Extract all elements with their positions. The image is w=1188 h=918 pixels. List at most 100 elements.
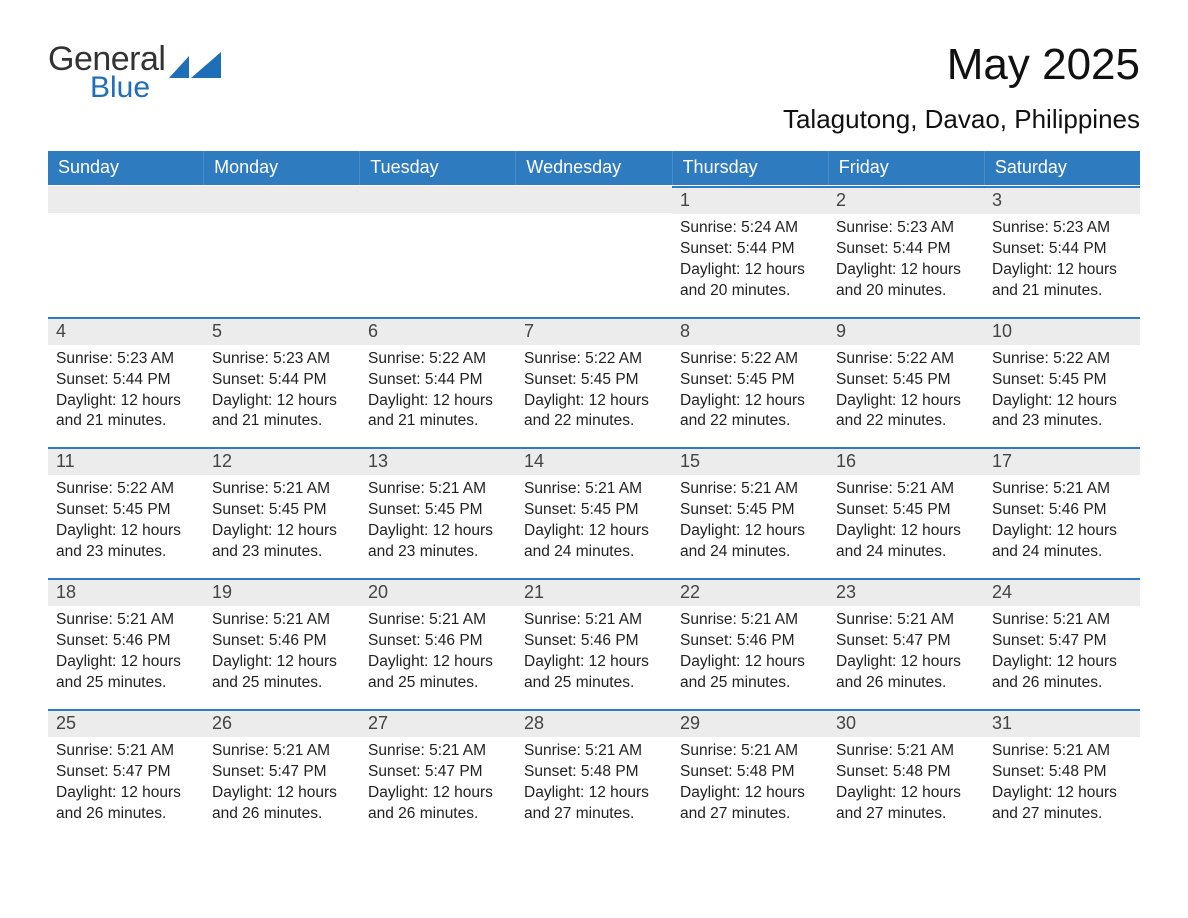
- sunset-line: Sunset: 5:45 PM: [992, 370, 1132, 391]
- header: General Blue May 2025 Talagutong, Davao,…: [48, 40, 1140, 135]
- weekday-header: Wednesday: [516, 151, 672, 185]
- day-cell: 29Sunrise: 5:21 AMSunset: 5:48 PMDayligh…: [672, 709, 828, 839]
- weekday-header: Tuesday: [360, 151, 516, 185]
- sunrise-line: Sunrise: 5:22 AM: [368, 349, 508, 370]
- sunrise-line: Sunrise: 5:21 AM: [368, 610, 508, 631]
- sunrise-line: Sunrise: 5:21 AM: [56, 610, 196, 631]
- day-cell: 20Sunrise: 5:21 AMSunset: 5:46 PMDayligh…: [360, 578, 516, 708]
- day-body: Sunrise: 5:21 AMSunset: 5:46 PMDaylight:…: [672, 606, 828, 708]
- day-body: Sunrise: 5:21 AMSunset: 5:45 PMDaylight:…: [516, 475, 672, 577]
- sunset-line: Sunset: 5:46 PM: [212, 631, 352, 652]
- sunrise-line: Sunrise: 5:21 AM: [836, 610, 976, 631]
- sunset-line: Sunset: 5:45 PM: [368, 500, 508, 521]
- daylight-line: Daylight: 12 hours and 25 minutes.: [680, 652, 820, 694]
- day-body: Sunrise: 5:22 AMSunset: 5:45 PMDaylight:…: [828, 345, 984, 447]
- daylight-line: Daylight: 12 hours and 24 minutes.: [524, 521, 664, 563]
- sunset-line: Sunset: 5:45 PM: [524, 500, 664, 521]
- sunrise-line: Sunrise: 5:21 AM: [368, 741, 508, 762]
- date-number: 5: [204, 317, 360, 345]
- date-number: 8: [672, 317, 828, 345]
- sunrise-line: Sunrise: 5:21 AM: [212, 741, 352, 762]
- daylight-line: Daylight: 12 hours and 26 minutes.: [212, 783, 352, 825]
- date-bar-blank: [204, 186, 360, 213]
- date-number: 23: [828, 578, 984, 606]
- day-cell: 6Sunrise: 5:22 AMSunset: 5:44 PMDaylight…: [360, 317, 516, 447]
- logo-mark-icon: [169, 52, 221, 78]
- sunrise-line: Sunrise: 5:21 AM: [56, 741, 196, 762]
- daylight-line: Daylight: 12 hours and 24 minutes.: [836, 521, 976, 563]
- sunrise-line: Sunrise: 5:24 AM: [680, 218, 820, 239]
- day-cell: 23Sunrise: 5:21 AMSunset: 5:47 PMDayligh…: [828, 578, 984, 708]
- day-body: Sunrise: 5:22 AMSunset: 5:44 PMDaylight:…: [360, 345, 516, 447]
- day-cell: [516, 186, 672, 316]
- daylight-line: Daylight: 12 hours and 21 minutes.: [368, 391, 508, 433]
- date-number: 22: [672, 578, 828, 606]
- day-body: Sunrise: 5:21 AMSunset: 5:47 PMDaylight:…: [360, 737, 516, 839]
- day-cell: 2Sunrise: 5:23 AMSunset: 5:44 PMDaylight…: [828, 186, 984, 316]
- week-row: 25Sunrise: 5:21 AMSunset: 5:47 PMDayligh…: [48, 708, 1140, 839]
- daylight-line: Daylight: 12 hours and 27 minutes.: [836, 783, 976, 825]
- date-number: 30: [828, 709, 984, 737]
- date-number: 4: [48, 317, 204, 345]
- day-body: Sunrise: 5:21 AMSunset: 5:48 PMDaylight:…: [516, 737, 672, 839]
- day-cell: 5Sunrise: 5:23 AMSunset: 5:44 PMDaylight…: [204, 317, 360, 447]
- logo-text-block: General Blue: [48, 40, 165, 105]
- week-row: 1Sunrise: 5:24 AMSunset: 5:44 PMDaylight…: [48, 185, 1140, 316]
- day-body: Sunrise: 5:21 AMSunset: 5:46 PMDaylight:…: [516, 606, 672, 708]
- day-cell: 1Sunrise: 5:24 AMSunset: 5:44 PMDaylight…: [672, 186, 828, 316]
- sunset-line: Sunset: 5:46 PM: [680, 631, 820, 652]
- weeks-container: 1Sunrise: 5:24 AMSunset: 5:44 PMDaylight…: [48, 185, 1140, 838]
- sunset-line: Sunset: 5:45 PM: [836, 370, 976, 391]
- daylight-line: Daylight: 12 hours and 24 minutes.: [992, 521, 1132, 563]
- day-cell: 7Sunrise: 5:22 AMSunset: 5:45 PMDaylight…: [516, 317, 672, 447]
- sunset-line: Sunset: 5:46 PM: [368, 631, 508, 652]
- logo: General Blue: [48, 40, 221, 105]
- day-body: Sunrise: 5:21 AMSunset: 5:47 PMDaylight:…: [828, 606, 984, 708]
- sunrise-line: Sunrise: 5:21 AM: [524, 610, 664, 631]
- sunset-line: Sunset: 5:48 PM: [992, 762, 1132, 783]
- date-number: 12: [204, 447, 360, 475]
- sunrise-line: Sunrise: 5:22 AM: [992, 349, 1132, 370]
- day-cell: [48, 186, 204, 316]
- day-body: Sunrise: 5:21 AMSunset: 5:47 PMDaylight:…: [204, 737, 360, 839]
- day-cell: 10Sunrise: 5:22 AMSunset: 5:45 PMDayligh…: [984, 317, 1140, 447]
- sunset-line: Sunset: 5:45 PM: [680, 500, 820, 521]
- sunset-line: Sunset: 5:44 PM: [56, 370, 196, 391]
- sunrise-line: Sunrise: 5:23 AM: [836, 218, 976, 239]
- day-cell: 24Sunrise: 5:21 AMSunset: 5:47 PMDayligh…: [984, 578, 1140, 708]
- day-body: Sunrise: 5:22 AMSunset: 5:45 PMDaylight:…: [984, 345, 1140, 447]
- sunrise-line: Sunrise: 5:21 AM: [992, 610, 1132, 631]
- date-number: 13: [360, 447, 516, 475]
- date-number: 19: [204, 578, 360, 606]
- sunset-line: Sunset: 5:46 PM: [992, 500, 1132, 521]
- week-row: 4Sunrise: 5:23 AMSunset: 5:44 PMDaylight…: [48, 316, 1140, 447]
- weekday-header: Sunday: [48, 151, 204, 185]
- day-cell: 11Sunrise: 5:22 AMSunset: 5:45 PMDayligh…: [48, 447, 204, 577]
- sunset-line: Sunset: 5:47 PM: [836, 631, 976, 652]
- sunrise-line: Sunrise: 5:21 AM: [524, 741, 664, 762]
- date-number: 25: [48, 709, 204, 737]
- date-number: 16: [828, 447, 984, 475]
- day-body: Sunrise: 5:23 AMSunset: 5:44 PMDaylight:…: [204, 345, 360, 447]
- daylight-line: Daylight: 12 hours and 26 minutes.: [56, 783, 196, 825]
- sunset-line: Sunset: 5:47 PM: [56, 762, 196, 783]
- sunrise-line: Sunrise: 5:21 AM: [836, 741, 976, 762]
- date-number: 21: [516, 578, 672, 606]
- day-body: Sunrise: 5:21 AMSunset: 5:46 PMDaylight:…: [360, 606, 516, 708]
- daylight-line: Daylight: 12 hours and 26 minutes.: [992, 652, 1132, 694]
- day-body: Sunrise: 5:21 AMSunset: 5:48 PMDaylight:…: [984, 737, 1140, 839]
- sunset-line: Sunset: 5:45 PM: [212, 500, 352, 521]
- sunset-line: Sunset: 5:47 PM: [368, 762, 508, 783]
- daylight-line: Daylight: 12 hours and 23 minutes.: [992, 391, 1132, 433]
- weekday-header: Thursday: [673, 151, 829, 185]
- sunrise-line: Sunrise: 5:21 AM: [680, 741, 820, 762]
- day-body: Sunrise: 5:21 AMSunset: 5:46 PMDaylight:…: [48, 606, 204, 708]
- daylight-line: Daylight: 12 hours and 27 minutes.: [680, 783, 820, 825]
- date-number: 28: [516, 709, 672, 737]
- date-number: 15: [672, 447, 828, 475]
- sunset-line: Sunset: 5:46 PM: [524, 631, 664, 652]
- day-cell: 14Sunrise: 5:21 AMSunset: 5:45 PMDayligh…: [516, 447, 672, 577]
- day-cell: 26Sunrise: 5:21 AMSunset: 5:47 PMDayligh…: [204, 709, 360, 839]
- location: Talagutong, Davao, Philippines: [783, 104, 1140, 135]
- day-body: Sunrise: 5:21 AMSunset: 5:47 PMDaylight:…: [984, 606, 1140, 708]
